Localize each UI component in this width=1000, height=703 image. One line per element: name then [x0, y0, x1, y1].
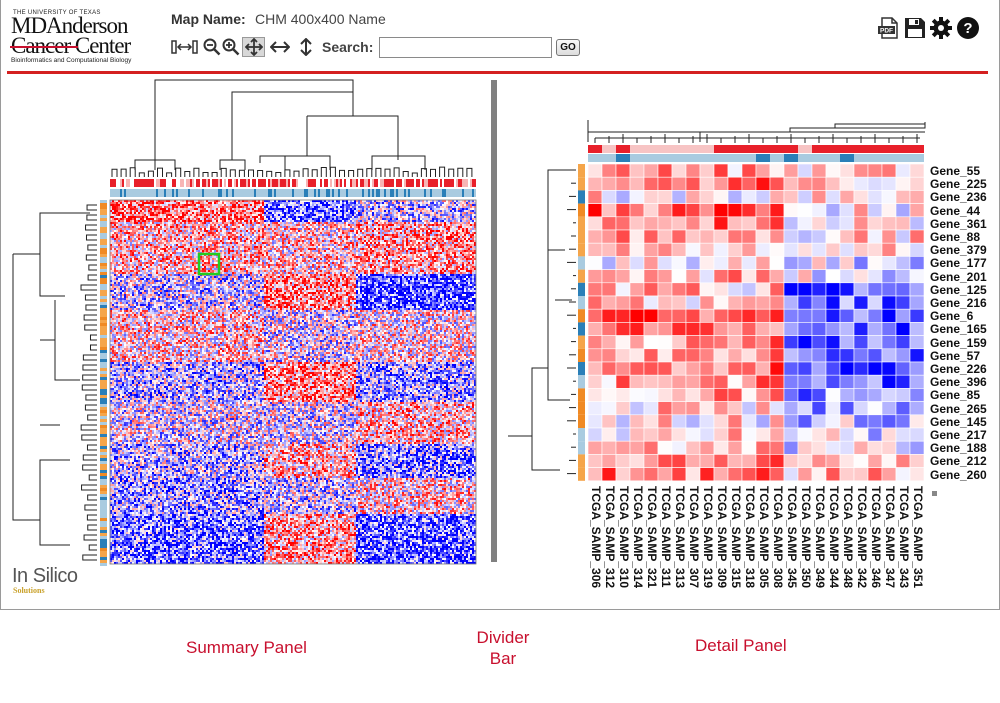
insilico-logo-subtext: Solutions [13, 586, 45, 595]
column-label[interactable]: TCGA_SAMP_305 [757, 486, 771, 588]
column-label[interactable]: TCGA_SAMP_315 [729, 486, 743, 588]
detail-svg [508, 120, 926, 482]
go-button[interactable]: GO [556, 39, 580, 56]
column-label[interactable]: TCGA_SAMP_311 [659, 486, 673, 587]
map-name-label: Map Name: [171, 11, 246, 27]
search-label: Search: [322, 39, 373, 55]
row-label[interactable]: Gene_44 [930, 204, 980, 218]
zoom-out-icon[interactable] [203, 38, 221, 56]
row-label[interactable]: Gene_125 [930, 283, 987, 297]
summary-column-covariate-bars [110, 179, 476, 197]
row-label[interactable]: Gene_236 [930, 191, 987, 204]
search-input[interactable] [379, 37, 552, 58]
header-divider-line [7, 71, 988, 74]
row-label[interactable]: Gene_159 [930, 336, 987, 350]
gear-icon[interactable] [929, 16, 953, 40]
row-label[interactable]: Gene_177 [930, 257, 987, 270]
svg-text:PDF: PDF [880, 28, 893, 35]
detail-panel-caption: Detail Panel [695, 635, 787, 656]
row-label[interactable]: Gene_55 [930, 165, 980, 178]
logo-line1: MDAnderson [11, 14, 128, 37]
row-label[interactable]: Gene_212 [930, 455, 987, 468]
column-label[interactable]: TCGA_SAMP_350 [799, 486, 813, 588]
row-label[interactable]: Gene_225 [930, 178, 987, 191]
detail-row-covariate-bar [578, 164, 585, 481]
column-label[interactable]: TCGA_SAMP_306 [589, 486, 603, 588]
insilico-logo-text: In Silico [12, 565, 78, 588]
row-label[interactable]: Gene_216 [930, 297, 987, 310]
column-label[interactable]: TCGA_SAMP_346 [869, 486, 883, 588]
summary-heatmap-border [109, 199, 477, 565]
detail-column-covariate-bars [588, 145, 924, 162]
vertical-view-icon[interactable] [298, 38, 314, 56]
column-label[interactable]: TCGA_SAMP_310 [617, 486, 631, 588]
column-label[interactable]: TCGA_SAMP_345 [785, 486, 799, 588]
column-label[interactable]: TCGA_SAMP_348 [841, 486, 855, 588]
row-label[interactable]: Gene_217 [930, 429, 987, 442]
detail-panel [500, 74, 998, 610]
column-label[interactable]: TCGA_SAMP_319 [701, 486, 715, 588]
row-label[interactable]: Gene_396 [930, 376, 987, 389]
row-label[interactable]: Gene_361 [930, 217, 987, 231]
column-label[interactable]: TCGA_SAMP_308 [771, 486, 785, 588]
label-overflow-marker [932, 491, 937, 496]
full-view-icon[interactable] [242, 37, 265, 57]
detail-row-dendrogram [508, 169, 576, 475]
column-label[interactable]: TCGA_SAMP_307 [687, 486, 701, 588]
column-label[interactable]: TCGA_SAMP_313 [673, 486, 687, 588]
column-label[interactable]: TCGA_SAMP_309 [715, 486, 729, 588]
logo-strike-line [10, 46, 78, 48]
column-label[interactable]: TCGA_SAMP_318 [743, 486, 757, 588]
row-label[interactable]: Gene_201 [930, 270, 987, 284]
logo-small-text: THE UNIVERSITY OF TEXAS [13, 10, 101, 16]
divider-caption-line2: Bar [470, 648, 536, 669]
summary-row-dendrogram [12, 204, 97, 561]
column-label[interactable]: TCGA_SAMP_343 [897, 486, 911, 588]
zoom-in-icon[interactable] [222, 38, 240, 56]
summary-heatmap[interactable] [110, 200, 476, 564]
summary-panel-caption: Summary Panel [186, 637, 307, 658]
summary-svg [12, 79, 477, 566]
row-label[interactable]: Gene_85 [930, 389, 980, 402]
detail-column-dendrogram [587, 120, 926, 143]
row-label[interactable]: Gene_265 [930, 402, 987, 416]
map-name-value: CHM 400x400 Name [255, 11, 386, 27]
column-label[interactable]: TCGA_SAMP_344 [827, 486, 841, 588]
detail-heatmap[interactable] [587, 163, 925, 482]
column-label[interactable]: TCGA_SAMP_351 [911, 486, 925, 588]
row-label[interactable]: Gene_379 [930, 244, 987, 257]
help-icon[interactable]: ? [956, 16, 980, 40]
zoom-reset-icon[interactable] [171, 38, 199, 56]
summary-row-covariate-bar [100, 200, 107, 566]
row-label[interactable]: Gene_57 [930, 349, 980, 363]
save-icon[interactable] [903, 16, 927, 40]
column-label[interactable]: TCGA_SAMP_347 [883, 486, 897, 588]
row-label[interactable]: Gene_165 [930, 323, 987, 336]
column-label[interactable]: TCGA_SAMP_321 [645, 486, 659, 588]
svg-text:?: ? [963, 20, 972, 37]
row-label[interactable]: Gene_188 [930, 442, 987, 455]
column-label[interactable]: TCGA_SAMP_342 [855, 486, 869, 588]
column-label[interactable]: TCGA_SAMP_349 [813, 486, 827, 588]
pdf-icon[interactable]: PDF [877, 16, 901, 40]
selection-box[interactable] [197, 252, 221, 276]
divider-caption: Divider Bar [470, 627, 536, 669]
row-label[interactable]: Gene_145 [930, 415, 987, 429]
summary-column-dendrogram [111, 79, 473, 177]
row-label[interactable]: Gene_226 [930, 363, 987, 376]
divider-bar[interactable] [491, 80, 497, 562]
summary-panel [0, 74, 490, 610]
column-label[interactable]: TCGA_SAMP_314 [631, 486, 645, 588]
row-label[interactable]: Gene_88 [930, 231, 980, 244]
divider-caption-line1: Divider [470, 627, 536, 648]
row-label[interactable]: Gene_260 [930, 468, 987, 482]
header: THE UNIVERSITY OF TEXAS MDAnderson Cance… [0, 0, 1000, 74]
row-label[interactable]: Gene_6 [930, 310, 973, 323]
logo-line2: Cancer Center [11, 34, 131, 57]
logo-subtitle: Bioinformatics and Computational Biology [11, 57, 131, 64]
column-label[interactable]: TCGA_SAMP_312 [603, 486, 617, 588]
horizontal-view-icon[interactable] [270, 38, 290, 56]
